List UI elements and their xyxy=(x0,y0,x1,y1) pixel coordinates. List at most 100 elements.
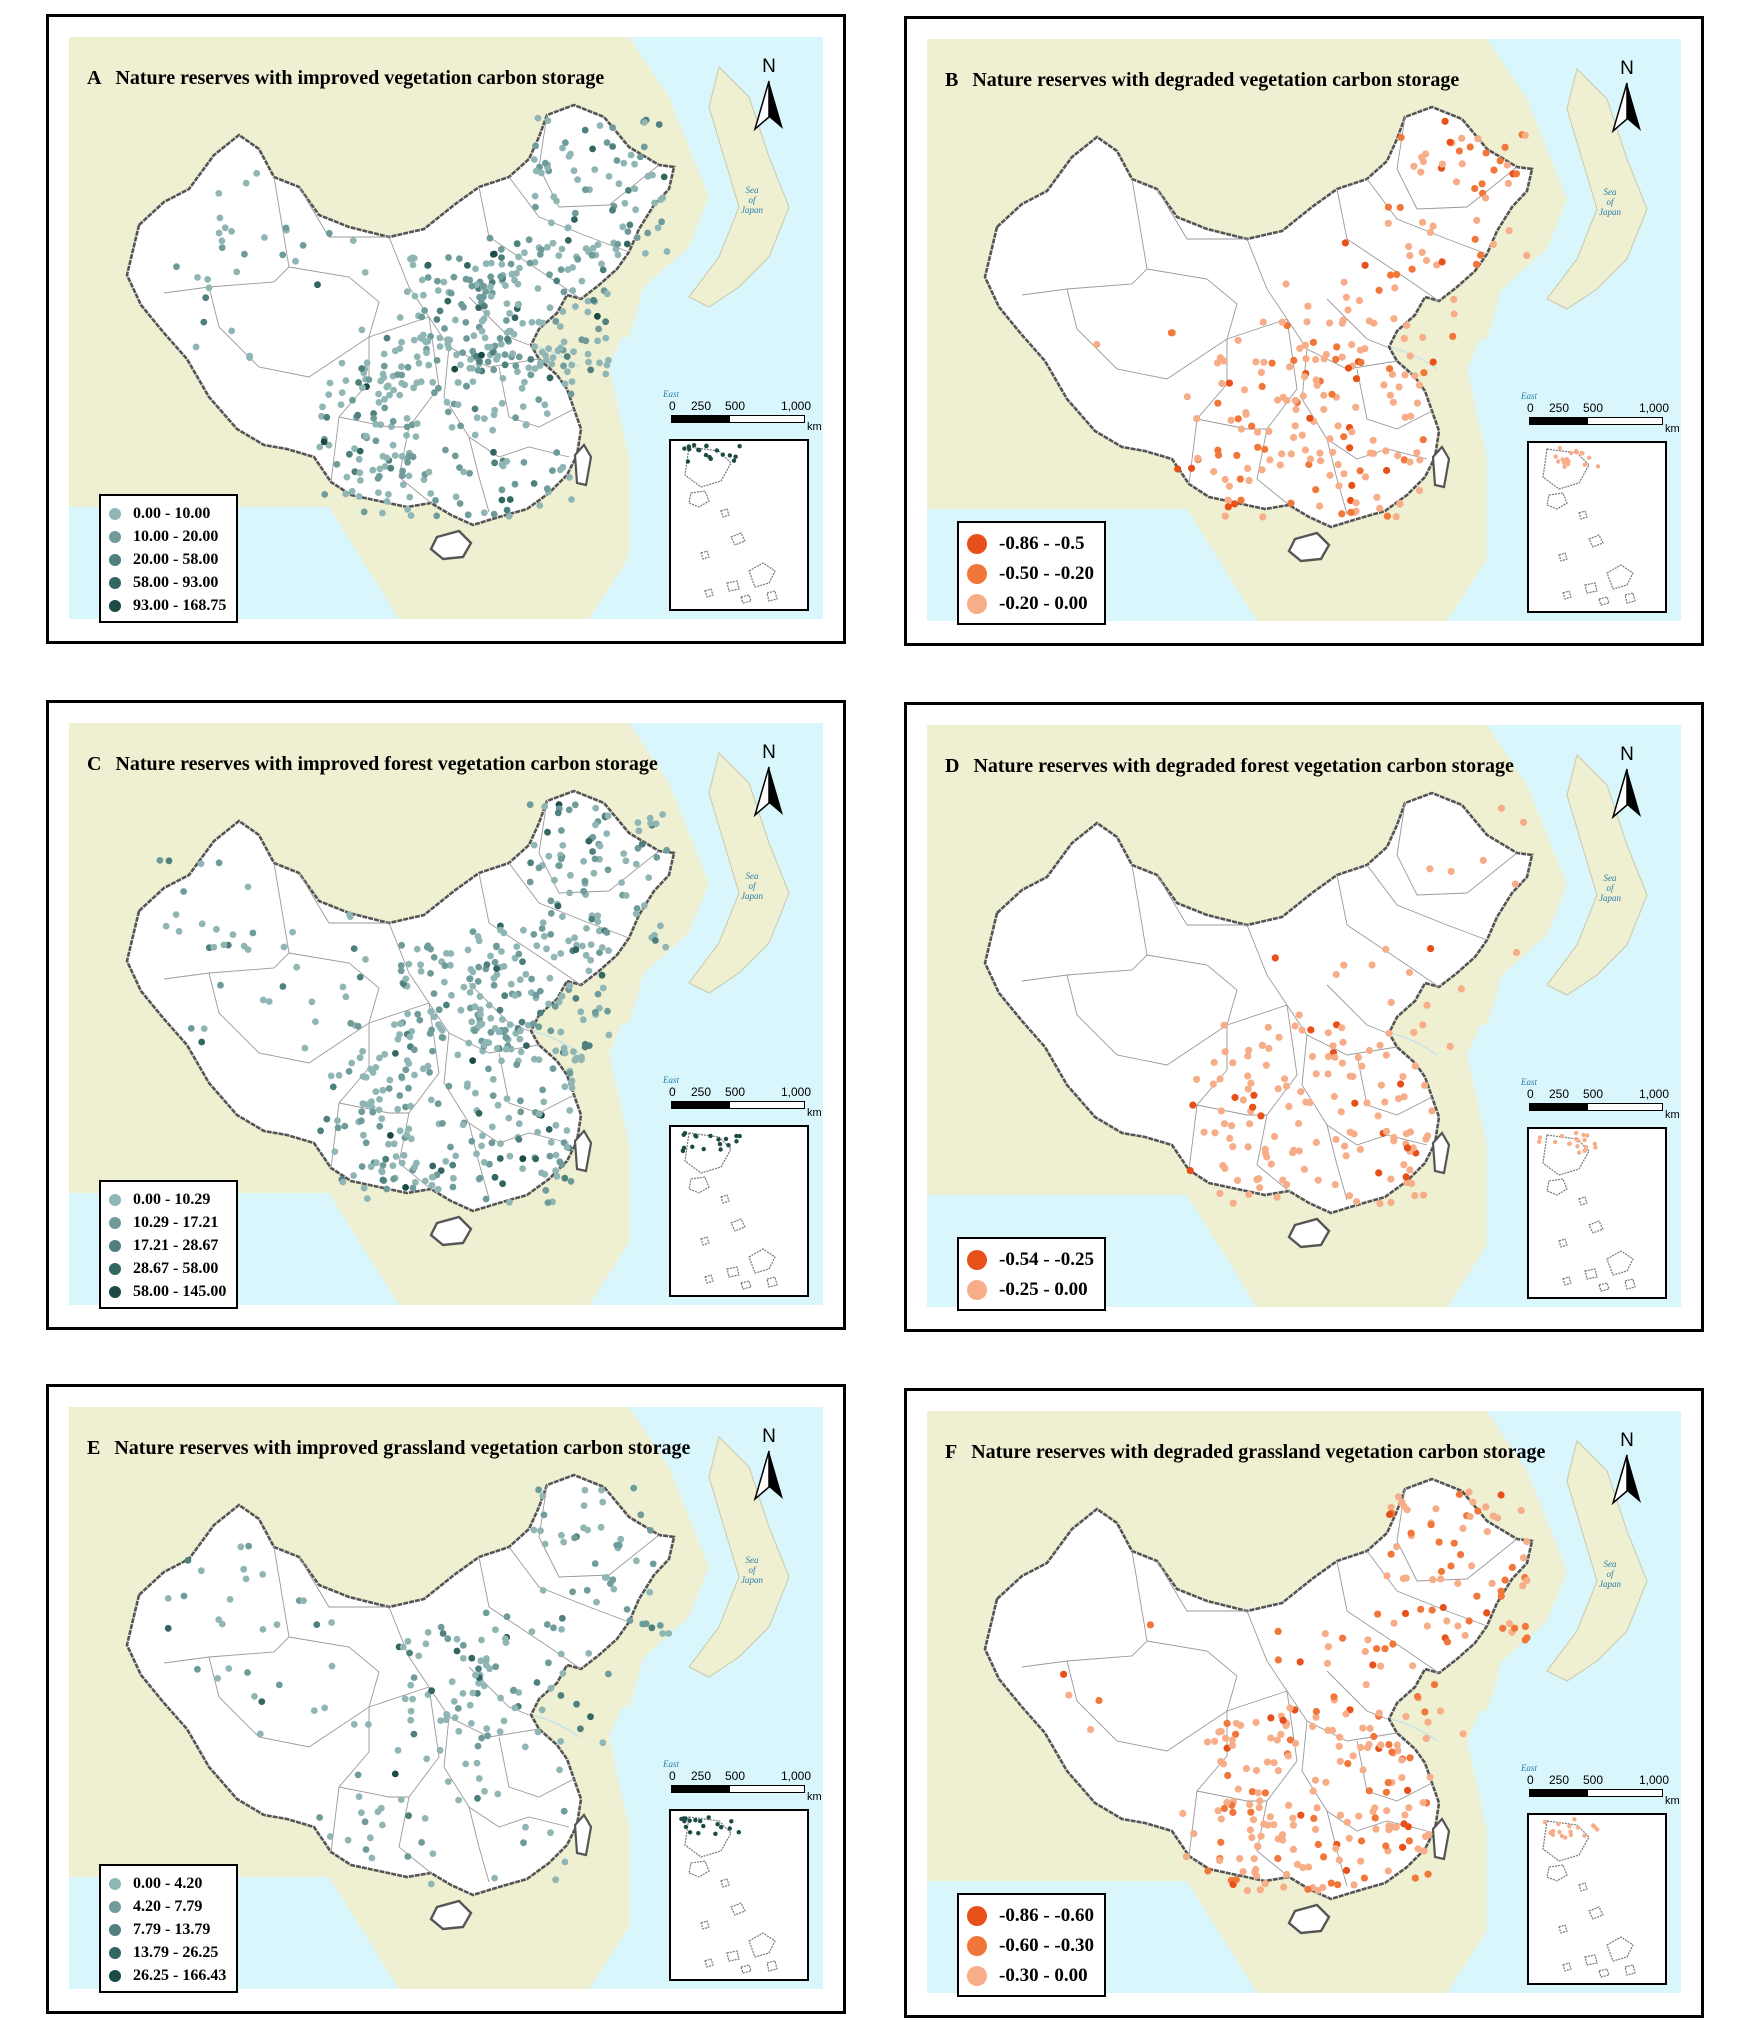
reserve-point xyxy=(1388,1748,1396,1756)
reserve-point xyxy=(391,347,399,355)
reserve-point xyxy=(627,151,635,159)
reserve-point xyxy=(1290,356,1298,364)
reserve-point xyxy=(1214,446,1222,454)
reserve-point xyxy=(1340,278,1348,286)
reserve-point xyxy=(598,260,605,268)
reserve-point xyxy=(1400,1502,1408,1510)
reserve-point xyxy=(1285,1801,1293,1809)
reserve-point xyxy=(1392,513,1400,521)
reserve-point xyxy=(599,266,607,274)
panel-title: B Nature reserves with degraded vegetatio… xyxy=(945,69,1459,92)
reserve-point xyxy=(1278,318,1286,326)
reserve-point xyxy=(569,264,576,271)
reserve-point xyxy=(466,989,474,996)
panel-letter: A xyxy=(87,67,102,89)
reserve-point xyxy=(521,378,528,386)
province-border xyxy=(1326,984,1388,1034)
reserve-point xyxy=(582,337,590,345)
reserve-point xyxy=(1357,1743,1365,1751)
reserve-point xyxy=(1250,1855,1258,1863)
reserve-point xyxy=(1299,1864,1307,1872)
reserve-point xyxy=(503,317,510,324)
reserve-point xyxy=(187,1025,195,1032)
reserve-point xyxy=(1274,1085,1282,1093)
reserve-point xyxy=(506,1198,513,1206)
reserve-point xyxy=(401,1695,409,1703)
reserve-point xyxy=(1425,1830,1433,1838)
reserve-point xyxy=(503,1613,511,1621)
reserve-point xyxy=(1395,383,1403,391)
reserve-point xyxy=(481,1041,488,1049)
reserve-point xyxy=(1421,1081,1429,1089)
inset-point xyxy=(1568,1832,1574,1838)
north-label: N xyxy=(762,56,776,77)
reserve-point xyxy=(609,206,616,214)
reserve-point xyxy=(1309,1787,1317,1795)
reserve-point xyxy=(522,970,530,978)
reserve-point xyxy=(372,1088,380,1095)
province-border xyxy=(163,862,290,980)
reserve-point xyxy=(596,949,603,956)
reserve-point xyxy=(557,1692,565,1699)
reserve-point xyxy=(542,159,549,167)
reserve-point xyxy=(618,879,625,886)
reserve-point xyxy=(424,261,432,269)
south-china-sea-inset xyxy=(669,1809,809,1981)
reserve-point xyxy=(1384,1867,1392,1875)
reserve-point xyxy=(535,1056,543,1063)
reserve-point xyxy=(1332,1135,1340,1144)
reserve-point xyxy=(548,360,556,368)
reserve-point xyxy=(1505,227,1513,235)
inset-point xyxy=(708,1133,713,1139)
reserve-point xyxy=(1377,1741,1385,1749)
reserve-point xyxy=(469,1057,477,1064)
map-panel-a: A Nature reserves with improved vegetatio… xyxy=(46,14,846,644)
reserve-point xyxy=(423,349,430,357)
reserve-point xyxy=(215,1616,223,1623)
reserve-point xyxy=(635,827,643,835)
reserve-point xyxy=(532,203,539,211)
reserve-point xyxy=(1289,1814,1297,1822)
legend-label: 0.00 - 10.29 xyxy=(133,1190,211,1208)
reserve-point xyxy=(1396,499,1404,508)
reserve-point xyxy=(1419,1021,1427,1029)
reserve-point xyxy=(663,846,671,854)
reserve-point xyxy=(405,1125,413,1133)
reserve-point xyxy=(165,857,173,865)
reserve-point xyxy=(567,871,574,879)
reserve-point xyxy=(494,1790,502,1798)
reserve-point xyxy=(549,239,557,247)
reserve-point xyxy=(429,378,437,386)
reserve-point xyxy=(275,1681,283,1689)
reserve-point xyxy=(1383,1807,1391,1815)
reserve-point xyxy=(513,1061,521,1069)
reserve-point xyxy=(1252,1872,1261,1880)
reserve-point xyxy=(1421,1708,1429,1716)
reserve-point xyxy=(563,1127,571,1134)
reserve-point xyxy=(539,1492,547,1500)
reserve-point xyxy=(390,1140,398,1148)
reserve-point xyxy=(604,812,612,820)
reserve-point xyxy=(399,481,407,489)
reserve-point xyxy=(1403,1144,1412,1152)
reserve-point xyxy=(1482,149,1490,157)
panel-letter: E xyxy=(87,1437,101,1459)
reserve-point xyxy=(1274,1767,1282,1775)
reserve-point xyxy=(293,963,301,971)
reserve-point xyxy=(1276,461,1284,469)
reserve-point xyxy=(498,399,506,407)
panel-title-text: Nature reserves with degraded vegetation… xyxy=(972,69,1460,91)
reserve-point xyxy=(1395,1095,1403,1103)
reserve-point xyxy=(1217,1815,1225,1823)
reserve-point xyxy=(477,1657,485,1665)
reserve-point xyxy=(528,975,535,983)
reserve-point xyxy=(204,276,212,283)
reserve-point xyxy=(1293,1860,1302,1868)
reserve-point xyxy=(1190,1830,1198,1838)
reserve-point xyxy=(544,1199,552,1206)
reserve-point xyxy=(221,224,229,232)
inset-point xyxy=(701,1146,706,1152)
reserve-point xyxy=(1501,1576,1509,1584)
reserve-point xyxy=(568,1077,576,1085)
reserve-point xyxy=(418,313,426,321)
